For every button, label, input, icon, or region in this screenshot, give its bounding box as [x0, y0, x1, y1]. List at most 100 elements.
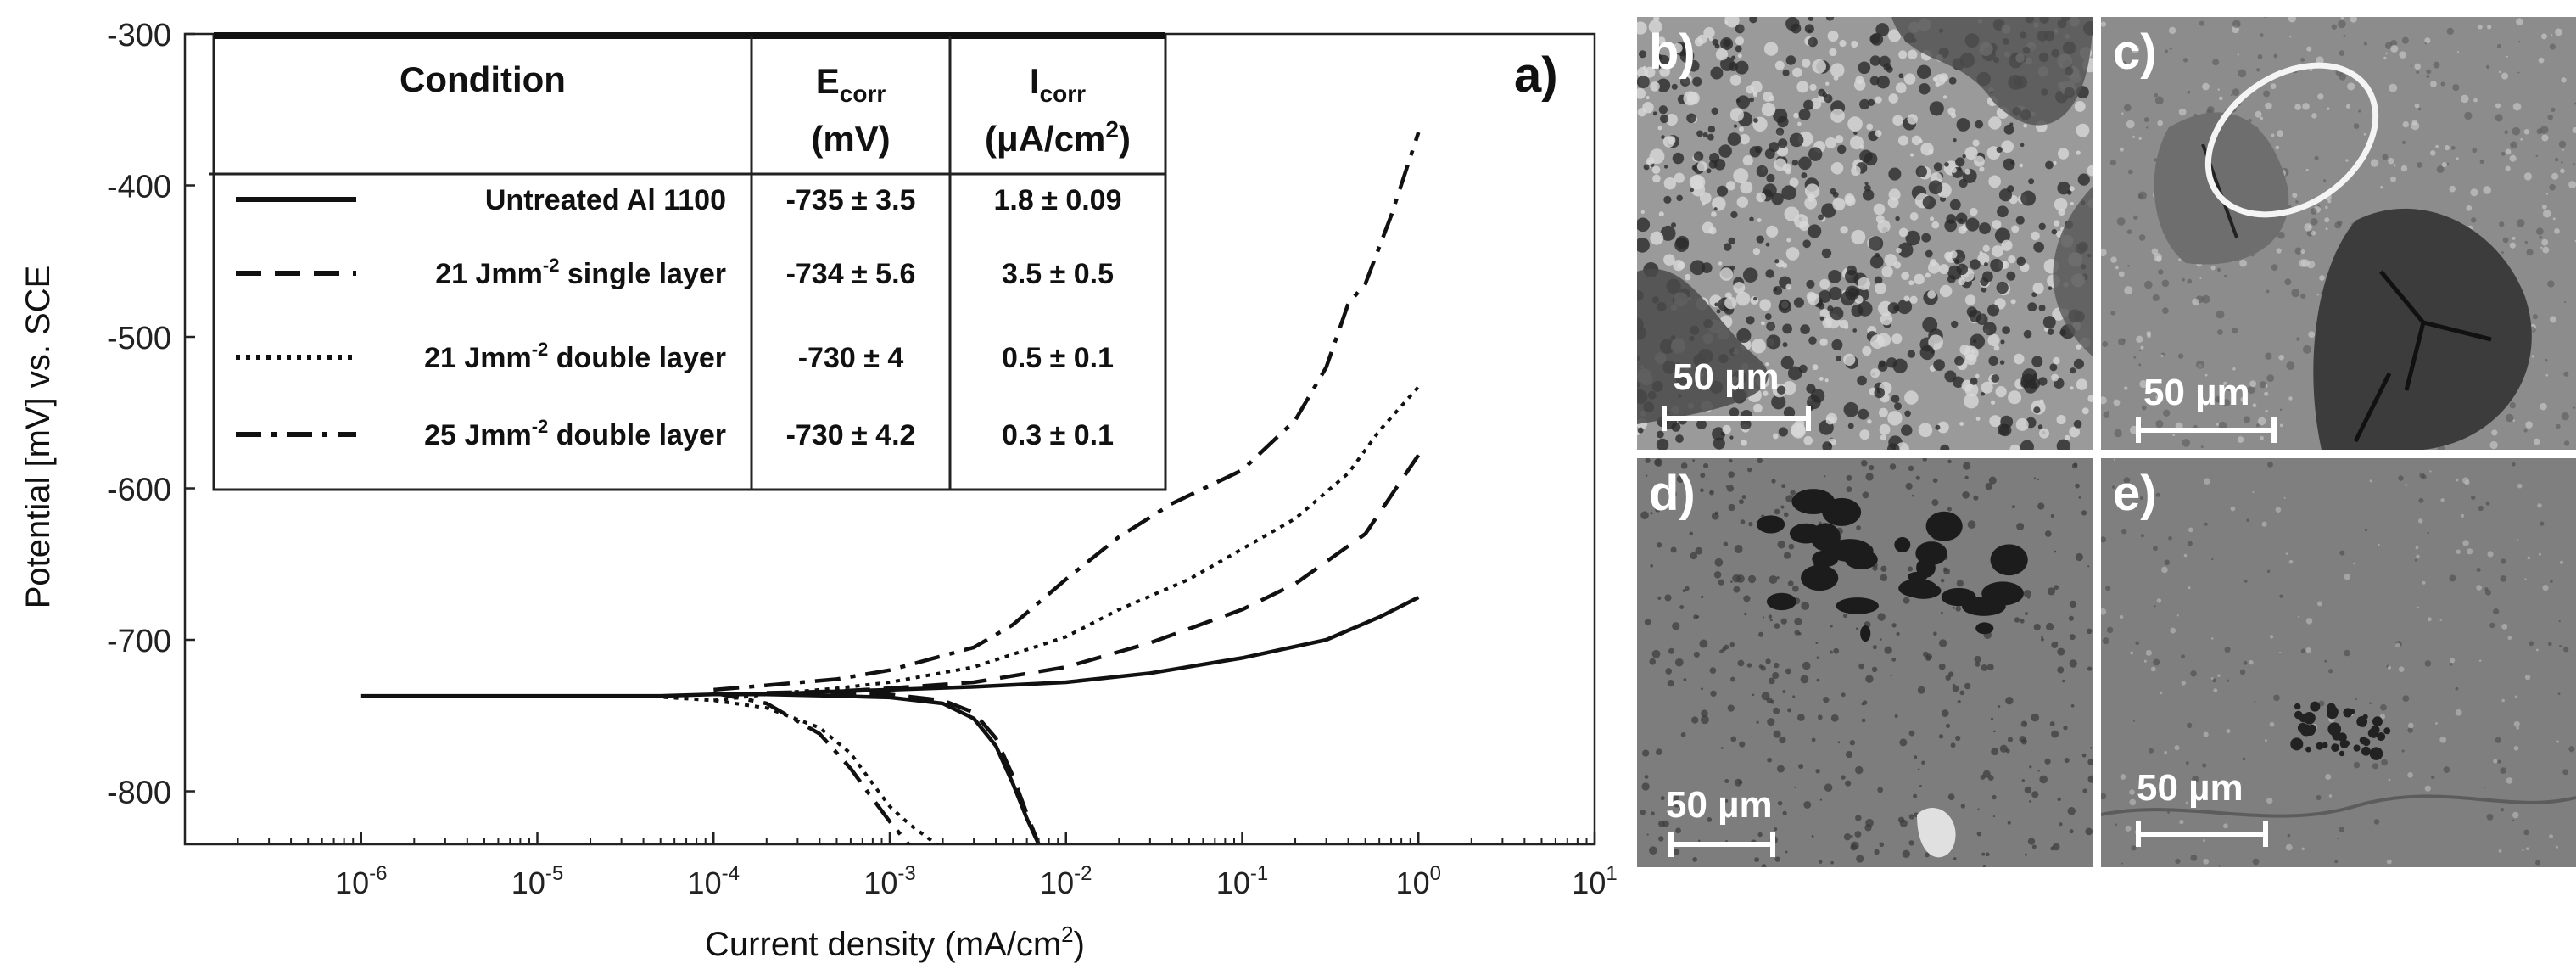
grain [2363, 132, 2366, 136]
bg [2101, 458, 2576, 867]
pore [1857, 375, 1867, 386]
x-tick-base: 10 [863, 866, 897, 900]
pore [2048, 286, 2053, 290]
pit [1858, 663, 1864, 670]
speck [2449, 574, 2456, 582]
grain [2127, 169, 2133, 175]
pore [2076, 150, 2081, 155]
pit [1992, 794, 1997, 800]
pit [1673, 798, 1681, 808]
pit [1724, 778, 1729, 784]
pore [2031, 231, 2040, 241]
pit [1855, 627, 1858, 630]
grain [2113, 399, 2121, 406]
speck [2449, 658, 2456, 664]
pore [1964, 146, 1978, 160]
pore [1771, 395, 1786, 410]
pit [1757, 832, 1763, 838]
pit [1641, 782, 1650, 791]
grain [2562, 148, 2565, 151]
pore [1970, 259, 1981, 270]
pore [1707, 133, 1714, 141]
speck [2476, 585, 2482, 591]
pore [1789, 177, 1799, 188]
grain [2532, 314, 2538, 320]
grain [2257, 54, 2263, 59]
pore [1789, 132, 1804, 148]
pore [1956, 263, 1968, 276]
pit [1880, 565, 1887, 572]
pore [1862, 189, 1875, 201]
speck [2153, 658, 2160, 666]
grain [2196, 360, 2204, 369]
speck [2190, 854, 2198, 861]
pore [1769, 142, 1780, 153]
grain [2223, 381, 2227, 385]
grain [2155, 395, 2160, 401]
grain [2411, 119, 2418, 126]
pore [1933, 162, 1942, 171]
pore [2031, 292, 2037, 298]
pit [2075, 483, 2080, 489]
pore [1935, 424, 1941, 430]
pit [1830, 860, 1834, 865]
speck [2121, 862, 2124, 865]
grain [2456, 157, 2459, 160]
pore [1752, 248, 1761, 255]
pit [1824, 475, 1826, 478]
grain [2545, 373, 2549, 377]
pit-cluster [2359, 736, 2368, 745]
pit [1894, 714, 1898, 718]
bright-particle [1917, 807, 1956, 858]
speck [2364, 528, 2368, 532]
pit [1846, 474, 1852, 481]
pit [1695, 546, 1703, 555]
pore [1992, 220, 2002, 230]
grain [2561, 77, 2567, 83]
y-tick-label: -600 [107, 473, 171, 508]
pore [1818, 214, 1824, 221]
pit [1671, 793, 1679, 801]
pit [1861, 718, 1866, 723]
pore [1873, 203, 1886, 216]
pore [1774, 60, 1785, 70]
pore [1994, 227, 2010, 244]
pit [1769, 575, 1778, 584]
pore [1812, 59, 1826, 74]
pit [1917, 768, 1920, 771]
pore [1729, 108, 1744, 122]
pit [1980, 774, 1986, 780]
pore [1908, 280, 1914, 286]
results-table: Condition Ecorr(mV)Icorr(μA/cm2)Untreated… [209, 32, 1167, 491]
pit [1727, 704, 1735, 712]
pit [1879, 842, 1885, 848]
grain [2340, 17, 2345, 20]
pit [1667, 680, 1674, 687]
pit [1682, 589, 1686, 593]
speck [2407, 722, 2414, 729]
speck [2334, 860, 2339, 864]
pit [1674, 658, 1684, 667]
y-tick-label: -500 [107, 321, 171, 356]
pore [1843, 401, 1859, 417]
grain [2573, 406, 2576, 409]
pore [2045, 160, 2054, 170]
grain [2535, 154, 2538, 158]
pit [1758, 631, 1764, 637]
pore [2002, 326, 2010, 334]
pit [1988, 476, 1997, 485]
pore [1921, 233, 1931, 243]
grain [2535, 227, 2544, 235]
large-pit [1975, 622, 1994, 635]
pit [1950, 742, 1956, 748]
pore [1663, 195, 1672, 204]
grain [2516, 219, 2525, 227]
pit [1783, 552, 1791, 559]
grain [2119, 147, 2124, 152]
pore [1888, 93, 1898, 104]
speck [2398, 666, 2405, 672]
grain [2270, 83, 2277, 90]
grain [2158, 269, 2164, 275]
grain [2512, 126, 2521, 136]
pore [2038, 428, 2050, 439]
